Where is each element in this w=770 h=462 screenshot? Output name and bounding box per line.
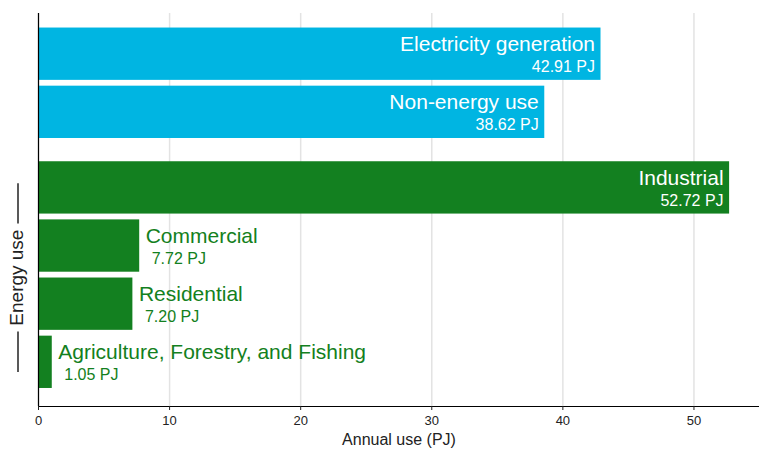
svg-text:7.72 PJ: 7.72 PJ [152, 250, 206, 267]
svg-text:40: 40 [556, 413, 570, 428]
svg-text:50: 50 [687, 413, 701, 428]
svg-text:1.05 PJ: 1.05 PJ [64, 366, 118, 383]
svg-text:Electricity generation: Electricity generation [400, 32, 595, 55]
svg-text:42.91 PJ: 42.91 PJ [532, 58, 595, 75]
svg-text:30: 30 [425, 413, 439, 428]
svg-text:10: 10 [162, 413, 176, 428]
svg-text:Energy use: Energy use [6, 230, 27, 326]
svg-text:Residential: Residential [139, 282, 243, 305]
svg-text:Industrial: Industrial [638, 166, 723, 189]
svg-text:20: 20 [293, 413, 307, 428]
svg-text:7.20 PJ: 7.20 PJ [145, 308, 199, 325]
svg-text:Non-energy use: Non-energy use [389, 90, 538, 113]
svg-text:38.62 PJ: 38.62 PJ [476, 116, 539, 133]
svg-text:0: 0 [35, 413, 42, 428]
svg-text:52.72 PJ: 52.72 PJ [660, 192, 723, 209]
svg-text:Commercial: Commercial [146, 224, 258, 247]
svg-text:Agriculture, Forestry, and Fis: Agriculture, Forestry, and Fishing [58, 340, 366, 363]
svg-text:Annual use (PJ): Annual use (PJ) [342, 431, 456, 448]
